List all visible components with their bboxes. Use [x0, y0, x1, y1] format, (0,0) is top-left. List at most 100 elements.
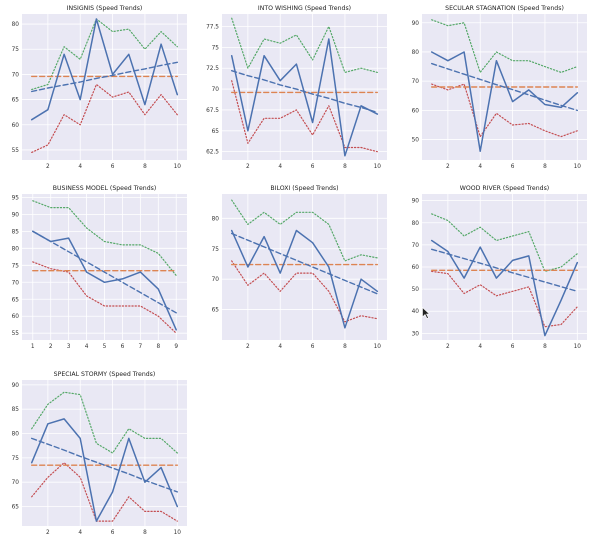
x-tick-label: 8: [343, 344, 347, 350]
x-tick-label: 10: [174, 164, 182, 170]
chart-title: INSIGNIS (Speed Trends): [67, 5, 143, 12]
y-tick-label: 60: [12, 314, 20, 320]
series-lower-line: [231, 80, 378, 153]
y-tick-label: 80: [412, 221, 420, 227]
y-tick-label: 40: [412, 309, 420, 315]
series-upper-line: [231, 17, 378, 74]
chart-title: INTO WISHING (Speed Trends): [258, 5, 351, 12]
chart-wood-river: 30 40 50 60 70 80 90 2 4 6 8 10 WOOD RIVER (Speed Tr…: [400, 180, 590, 352]
y-tick-label: 65: [12, 505, 20, 511]
y-tick-label: 70: [412, 79, 420, 85]
x-tick-label: 2: [246, 344, 250, 350]
y-tick-label: 55: [12, 148, 20, 154]
chart-biloxi: 65 70 75 80 2 4 6 8 10 BILOXI (Speed Trends): [200, 180, 390, 352]
x-tick-label: 6: [111, 530, 115, 536]
series-trend-line: [32, 230, 177, 314]
plot-area: [22, 380, 187, 526]
y-tick-label: 80: [212, 216, 220, 222]
x-tick-label: 4: [78, 164, 82, 170]
series-lower-line: [231, 260, 378, 323]
x-tick-label: 3: [67, 344, 71, 350]
x-tick-label: 2: [49, 344, 53, 350]
x-tick-label: 6: [511, 164, 515, 170]
y-tick-label: 90: [412, 199, 420, 205]
x-tick-label: 8: [343, 164, 347, 170]
series-upper-line: [31, 391, 178, 454]
series-speed-line: [430, 239, 579, 337]
x-tick-label: 8: [143, 164, 147, 170]
x-tick-label: 1: [31, 344, 35, 350]
series-lower-line: [31, 83, 178, 153]
series-speed-line: [32, 230, 177, 331]
chart-special-stormy: 65 70 75 80 85 90 2 4 6 8 10 SPECIAL STORMY (Speed …: [0, 366, 190, 538]
x-tick-label: 2: [46, 164, 50, 170]
y-tick-label: 60: [412, 265, 420, 271]
y-tick-label: 85: [12, 229, 20, 235]
x-tick-label: 6: [311, 164, 315, 170]
x-tick-label: 4: [278, 344, 282, 350]
y-tick-label: 67.5: [206, 108, 219, 114]
series-upper-line: [32, 200, 177, 277]
chart-svg: 30 40 50 60 70 80 90 2 4 6 8 10 WOOD RIVER (Speed Tr…: [412, 185, 587, 350]
series-lower-line: [431, 270, 578, 328]
chart-title: SECULAR STAGNATION (Speed Trends): [445, 5, 564, 12]
y-tick-label: 65: [12, 98, 20, 104]
chart-svg: 65 70 75 80 85 90 2 4 6 8 10 SPECIAL STORMY (Speed …: [12, 371, 187, 536]
x-tick-label: 4: [278, 164, 282, 170]
series-speed-line: [430, 51, 579, 152]
x-tick-label: 8: [543, 164, 547, 170]
y-tick-label: 65: [212, 129, 220, 135]
plot-area: [22, 14, 187, 160]
x-tick-label: 2: [446, 164, 450, 170]
series-upper-line: [431, 213, 578, 273]
series-trend-line: [31, 61, 179, 93]
x-tick-label: 8: [156, 344, 160, 350]
x-tick-label: 10: [174, 530, 182, 536]
plot-area: [222, 14, 387, 160]
y-tick-label: 30: [412, 331, 420, 337]
y-tick-label: 70: [212, 87, 220, 93]
y-tick-label: 80: [412, 50, 420, 56]
y-tick-label: 75: [212, 45, 220, 51]
x-tick-label: 4: [85, 344, 89, 350]
y-tick-label: 80: [12, 246, 20, 252]
y-tick-label: 65: [12, 297, 20, 303]
series-speed-line: [30, 418, 179, 522]
chart-svg: 65 70 75 80 2 4 6 8 10 BILOXI (Speed Trends): [212, 185, 387, 350]
x-tick-label: 10: [574, 164, 582, 170]
y-tick-label: 95: [12, 195, 20, 201]
x-tick-label: 9: [174, 344, 178, 350]
x-tick-label: 6: [511, 344, 515, 350]
x-tick-label: 10: [574, 344, 582, 350]
series-trend-line: [231, 232, 379, 295]
chart-svg: 62.5 65 67.5 70 72.5 75 77.5 2 4 6 8 10 INTO WISHING…: [206, 5, 387, 170]
series-speed-line: [230, 229, 379, 329]
y-tick-label: 70: [12, 280, 20, 286]
y-tick-label: 75: [12, 47, 20, 53]
y-tick-label: 75: [12, 456, 20, 462]
y-tick-label: 85: [12, 407, 20, 413]
y-tick-label: 70: [12, 480, 20, 486]
y-tick-label: 77.5: [206, 25, 219, 31]
x-tick-label: 6: [311, 344, 315, 350]
x-tick-label: 8: [143, 530, 147, 536]
x-tick-label: 8: [543, 344, 547, 350]
y-tick-label: 90: [412, 21, 420, 27]
y-tick-label: 55: [12, 331, 20, 337]
series-lower-line: [32, 261, 177, 334]
chart-svg: 55 60 65 70 75 80 85 90 95 1 2 3 4 5 6 7 8 9 BUSINESS MODE…: [12, 185, 187, 350]
chart-secular-stagnation: 50 60 70 80 90 2 4 6 8 10 SECULAR STAGNATION (Spee…: [400, 0, 590, 172]
chart-title: BILOXI (Speed Trends): [270, 185, 338, 192]
y-tick-label: 70: [12, 72, 20, 78]
x-tick-label: 10: [374, 344, 382, 350]
x-tick-label: 2: [46, 530, 50, 536]
series-trend-line: [431, 62, 579, 112]
y-tick-label: 60: [412, 108, 420, 114]
y-tick-label: 50: [412, 287, 420, 293]
series-speed-line: [230, 38, 379, 157]
y-tick-label: 70: [212, 277, 220, 283]
chart-title: BUSINESS MODEL (Speed Trends): [53, 185, 157, 192]
x-tick-label: 6: [111, 164, 115, 170]
series-upper-line: [231, 199, 378, 262]
x-tick-label: 4: [478, 164, 482, 170]
